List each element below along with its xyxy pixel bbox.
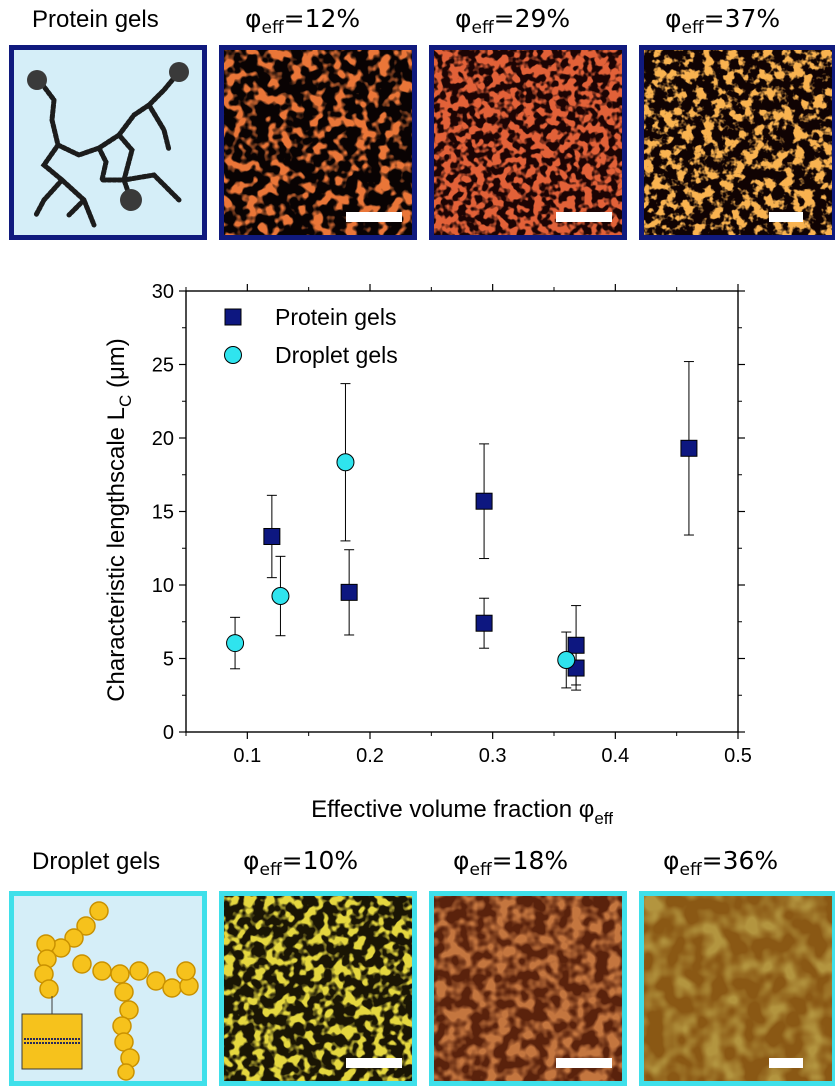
y-tick-label: 25 xyxy=(152,355,174,377)
protein-gels-legend-marker xyxy=(224,308,242,326)
top-phi-label-2: φeff=29% xyxy=(455,4,571,38)
y-tick-label: 15 xyxy=(152,502,174,524)
droplet-chain-illustration xyxy=(14,896,202,1081)
scale-bar xyxy=(556,1058,612,1068)
protein-gels-point xyxy=(475,492,493,510)
droplet-micrograph-2 xyxy=(429,891,627,1086)
x-tick-label: 0.1 xyxy=(233,745,261,767)
plot-frame xyxy=(185,290,739,733)
x-tick-label: 0.4 xyxy=(601,745,629,767)
y-tick-label: 10 xyxy=(152,575,174,597)
bottom-phi-label-2: φeff=18% xyxy=(453,846,569,880)
scale-bar xyxy=(769,1058,803,1068)
droplet-gels-heading: Droplet gels xyxy=(32,848,161,875)
y-tick-label: 5 xyxy=(163,649,174,671)
y-tick-label: 30 xyxy=(152,281,174,303)
scatter-plot: 0.1 0.2 0.3 0.4 0.5 0 5 10 15 20 25 30 Protein gels… xyxy=(103,281,752,828)
droplet-gels-legend-marker xyxy=(224,346,242,364)
bottom-phi-label-1: φeff=10% xyxy=(243,846,359,880)
droplet-gels-legend-label: Droplet gels xyxy=(275,342,398,368)
top-phi-label-3: φeff=37% xyxy=(665,4,781,38)
droplet-gels-point xyxy=(271,587,290,606)
x-tick-label: 0.5 xyxy=(724,745,752,767)
y-tick-label: 0 xyxy=(163,722,174,744)
x-tick-label: 0.3 xyxy=(479,745,507,767)
scale-bar xyxy=(346,1058,402,1068)
protein-gels-legend-label: Protein gels xyxy=(275,304,396,330)
scale-bar xyxy=(769,212,803,222)
y-tick-label: 20 xyxy=(152,428,174,450)
protein-gels-point xyxy=(263,527,281,545)
scale-bar xyxy=(346,212,402,222)
x-tick-label: 0.2 xyxy=(356,745,384,767)
droplet-gels-point xyxy=(336,453,355,472)
droplet-gel-schematic xyxy=(9,891,207,1086)
x-axis-label: Effective volume fraction φeff xyxy=(311,796,613,828)
protein-gels-point xyxy=(567,636,585,654)
protein-micrograph-2 xyxy=(429,45,627,240)
droplet-gels-point xyxy=(226,634,245,653)
y-axis-label: Characteristic lengthscale LC (μm) xyxy=(103,338,135,702)
protein-micrograph-1 xyxy=(219,45,417,240)
legend: Protein gels Droplet gels xyxy=(224,304,398,368)
protein-network-illustration xyxy=(14,50,202,235)
scale-bar xyxy=(556,212,612,222)
protein-micrograph-3 xyxy=(639,45,835,240)
protein-gel-schematic xyxy=(9,45,207,240)
bottom-phi-label-3: φeff=36% xyxy=(663,846,779,880)
droplet-micrograph-1 xyxy=(219,891,417,1086)
top-phi-label-1: φeff=12% xyxy=(245,4,361,38)
protein-gels-heading: Protein gels xyxy=(32,6,159,33)
protein-gels-point xyxy=(680,439,698,457)
protein-gels-point xyxy=(475,614,493,632)
droplet-micrograph-3 xyxy=(639,891,835,1086)
droplet-gels-point xyxy=(557,650,576,669)
protein-gels-point xyxy=(340,583,358,601)
